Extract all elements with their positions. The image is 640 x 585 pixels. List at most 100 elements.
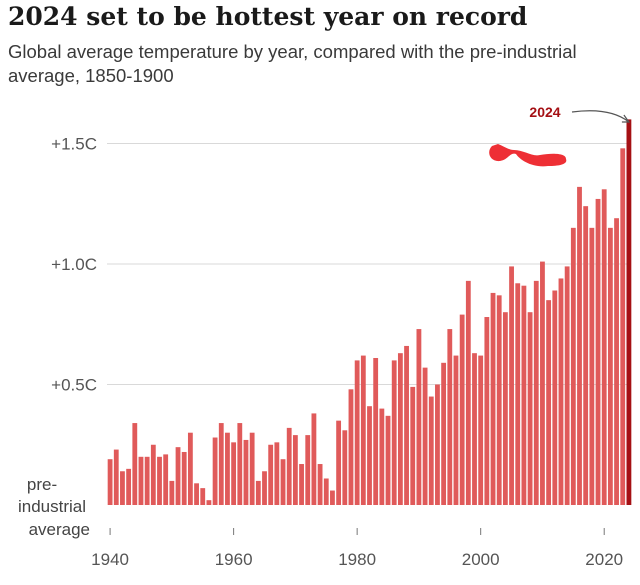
bar <box>243 439 249 505</box>
bar <box>577 186 582 505</box>
baseline-label-line3: average <box>29 520 90 539</box>
bar <box>459 314 465 505</box>
bar <box>150 444 156 505</box>
bar <box>570 227 576 505</box>
bar <box>527 312 533 505</box>
bar-2024 <box>626 119 632 506</box>
bar <box>533 280 539 505</box>
bar <box>428 396 434 505</box>
bar <box>546 300 552 505</box>
bar <box>410 386 416 505</box>
bar <box>175 447 181 505</box>
annotation-arrow <box>571 110 630 123</box>
annotation-arrowhead <box>621 114 631 123</box>
grid-lines <box>107 143 630 385</box>
bar <box>360 355 366 505</box>
baseline-label-line1: pre- <box>27 475 57 494</box>
bar <box>583 206 589 505</box>
bar <box>113 449 119 505</box>
bar <box>509 266 514 505</box>
bar <box>422 367 428 505</box>
bar <box>200 488 206 505</box>
bar <box>305 435 311 505</box>
axis-labels: +0.5C +1.0C +1.5C pre-industrial average1940… <box>18 135 623 570</box>
baseline-label-line2: industrial <box>18 497 86 516</box>
bar <box>317 464 323 505</box>
bar <box>367 406 372 505</box>
bar <box>385 415 391 505</box>
x-tick-label: 1960 <box>215 550 253 569</box>
y-tick-label: +0.5C <box>51 376 97 395</box>
bar <box>181 451 187 505</box>
bar <box>496 295 502 505</box>
bar <box>404 345 409 505</box>
bar <box>144 456 150 505</box>
bar <box>354 360 360 505</box>
bar <box>607 227 613 505</box>
bar <box>132 423 138 505</box>
bar <box>194 483 199 505</box>
bar <box>299 464 304 505</box>
bar <box>187 432 193 505</box>
bar <box>138 456 144 505</box>
bar <box>120 471 125 505</box>
bar <box>595 198 601 505</box>
bar <box>564 266 570 505</box>
bar <box>502 312 508 505</box>
x-tick-label: 1980 <box>338 550 376 569</box>
bar <box>552 290 558 505</box>
bar <box>589 227 595 505</box>
x-tick-label: 2020 <box>585 550 623 569</box>
bar <box>255 480 261 505</box>
x-axis <box>109 528 605 535</box>
bar <box>453 355 459 505</box>
bar <box>373 357 379 505</box>
bars <box>107 119 632 506</box>
bar <box>397 353 403 505</box>
bar <box>268 444 274 505</box>
bar <box>478 355 484 505</box>
bar <box>391 360 397 505</box>
bar <box>558 278 564 505</box>
x-tick-label: 1940 <box>91 550 129 569</box>
bar <box>169 480 175 505</box>
bar <box>292 435 298 505</box>
bar <box>311 413 317 505</box>
scribble-stroke <box>489 144 567 167</box>
bar <box>330 490 335 505</box>
bar <box>416 329 422 505</box>
chart-subtitle: Global average temperature by year, comp… <box>8 41 577 86</box>
annotation-2024: 2024 <box>529 104 631 123</box>
red-scribble-mark <box>489 144 567 167</box>
bar <box>225 432 230 505</box>
bar <box>342 430 348 505</box>
bar <box>441 362 447 505</box>
bar <box>447 329 453 505</box>
bar <box>614 218 619 505</box>
bar <box>206 500 212 505</box>
bar <box>465 280 471 505</box>
annotation-label: 2024 <box>529 104 560 120</box>
bar <box>126 468 132 505</box>
bar <box>323 478 329 505</box>
bar <box>218 423 224 505</box>
bar <box>540 261 545 505</box>
bar <box>231 442 237 505</box>
bar <box>601 189 607 506</box>
bar <box>490 292 496 505</box>
bar <box>472 353 477 505</box>
bar <box>262 471 267 505</box>
bar <box>484 317 490 505</box>
bar <box>521 285 527 505</box>
y-tick-label: +1.5C <box>51 135 97 154</box>
bar <box>212 437 218 505</box>
bar <box>515 283 521 505</box>
bar <box>620 148 626 505</box>
bar <box>379 408 385 505</box>
bar <box>435 384 440 505</box>
x-tick-label: 2000 <box>462 550 500 569</box>
bar <box>286 427 292 505</box>
bar <box>249 432 255 505</box>
bar <box>163 454 169 505</box>
chart-title: 2024 set to be hottest year on record <box>8 2 528 31</box>
